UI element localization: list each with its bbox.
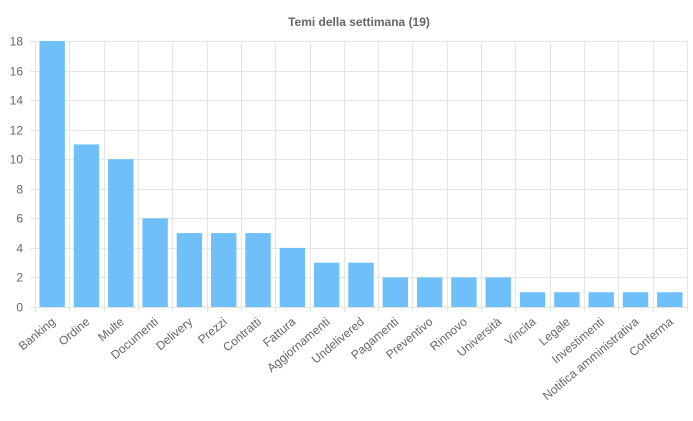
y-tick-label: 6 [16,212,23,226]
x-tick-label: Ordine [56,314,93,348]
x-tick-label: Vincita [502,314,539,348]
y-tick-label: 2 [16,271,23,285]
bar[interactable] [39,41,65,307]
bar[interactable] [313,262,340,307]
bar[interactable] [485,277,511,307]
bar[interactable] [622,292,649,307]
bars [39,41,683,307]
y-tick-label: 14 [10,94,24,108]
bar[interactable] [519,292,546,307]
y-tick-label: 18 [10,35,24,49]
bar[interactable] [451,277,477,307]
bar[interactable] [554,292,580,307]
bar[interactable] [348,262,374,307]
bar[interactable] [108,159,134,307]
bar[interactable] [279,247,306,307]
grid-lines [30,41,688,312]
y-tick-label: 12 [10,124,24,138]
bar[interactable] [382,277,409,307]
y-tick-label: 10 [10,153,24,167]
x-tick-label: Contratti [220,315,264,355]
x-tick-label: Banking [16,315,58,354]
y-axis-ticks: 0 2 4 6 8 10 12 14 16 18 [10,35,24,315]
bar[interactable] [588,292,614,307]
bar[interactable] [211,233,237,307]
y-tick-label: 8 [16,183,23,197]
bar[interactable] [142,218,168,307]
y-tick-label: 0 [16,301,23,315]
bar[interactable] [245,233,271,307]
x-tick-label: Delivery [153,315,195,354]
y-tick-label: 16 [10,65,24,79]
bar[interactable] [176,233,203,307]
chart-title: Temi della settimana (19) [288,15,430,29]
y-tick-label: 4 [16,242,23,256]
bar[interactable] [657,292,683,307]
bar[interactable] [73,144,100,307]
bar[interactable] [416,277,443,307]
